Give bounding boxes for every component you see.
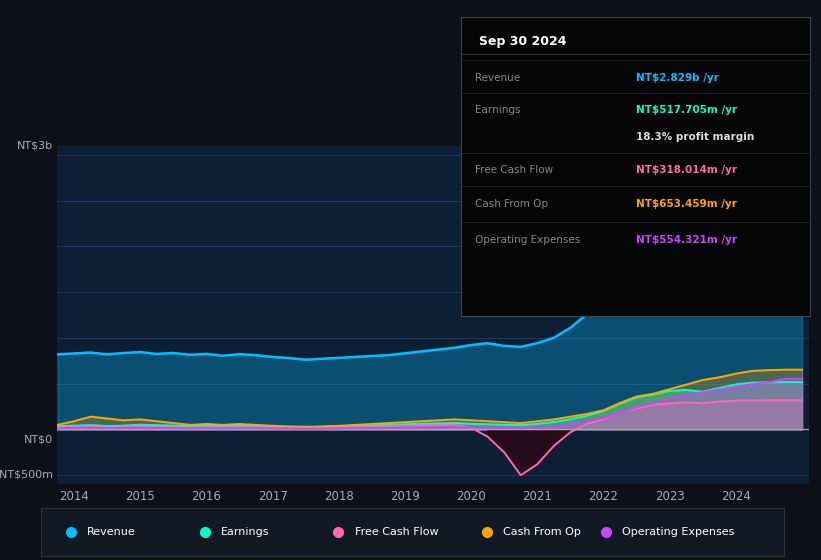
Text: Operating Expenses: Operating Expenses [475,235,580,245]
Text: Earnings: Earnings [475,105,521,115]
Text: NT$2.829b /yr: NT$2.829b /yr [636,73,718,83]
Text: Free Cash Flow: Free Cash Flow [475,165,553,175]
Text: NT$0: NT$0 [25,435,53,445]
Text: NT$517.705m /yr: NT$517.705m /yr [636,105,737,115]
Text: Revenue: Revenue [87,527,135,536]
Text: Operating Expenses: Operating Expenses [622,527,735,536]
Text: Cash From Op: Cash From Op [475,199,548,209]
Text: Free Cash Flow: Free Cash Flow [355,527,438,536]
Text: Earnings: Earnings [221,527,269,536]
Text: Revenue: Revenue [475,73,521,83]
Text: -NT$500m: -NT$500m [0,470,53,480]
Text: Sep 30 2024: Sep 30 2024 [479,35,566,48]
Text: Cash From Op: Cash From Op [503,527,581,536]
Text: 18.3% profit margin: 18.3% profit margin [636,132,754,142]
Text: NT$554.321m /yr: NT$554.321m /yr [636,235,737,245]
Text: NT$653.459m /yr: NT$653.459m /yr [636,199,736,209]
Text: NT$3b: NT$3b [17,141,53,151]
Text: NT$318.014m /yr: NT$318.014m /yr [636,165,737,175]
